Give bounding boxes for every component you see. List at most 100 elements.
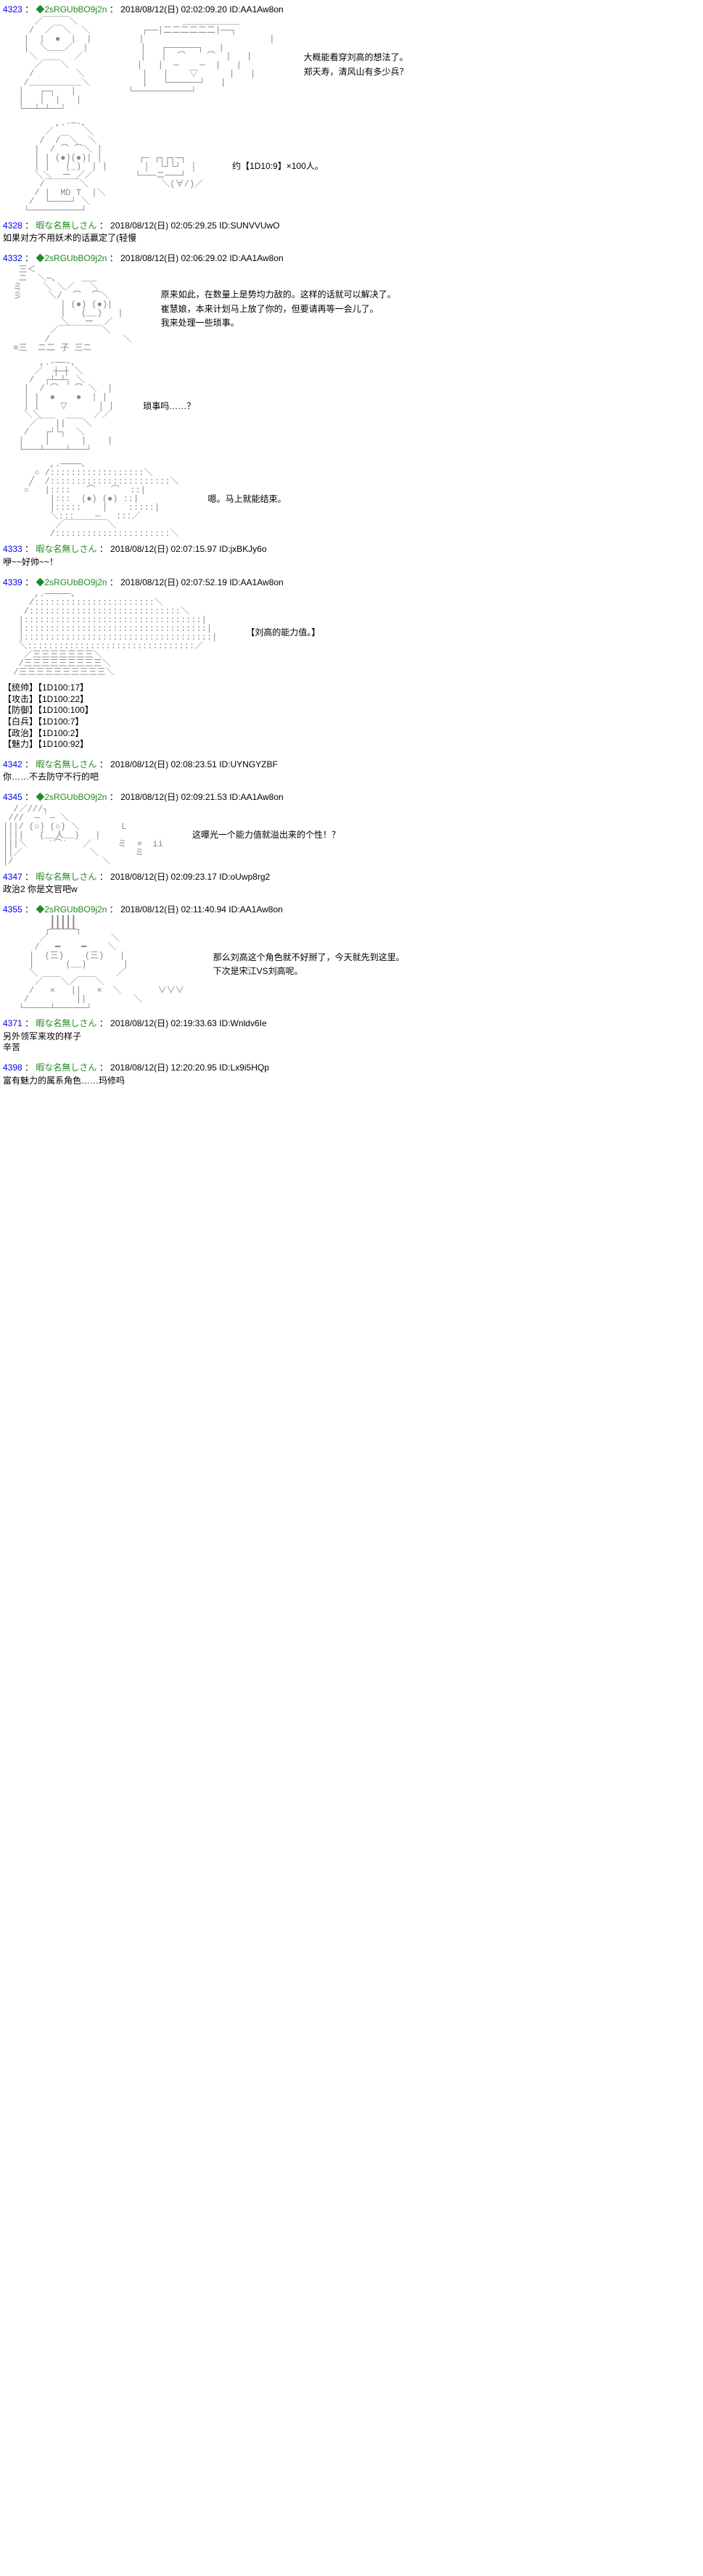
comment-line: 如果对方不用妖术的话赢定了(轻慢: [3, 233, 703, 244]
comment-line: 【防御】【1D100:100】: [3, 705, 703, 717]
dialogue-line: 那么刘高这个角色就不好掰了，今天就先到这里。: [213, 952, 405, 964]
comment-line: 辛苦: [3, 1042, 703, 1054]
comment-text: 富有魅力的属系角色……玛修吗: [3, 1076, 703, 1087]
post-header: 4342 ： 暇な名無しさん ： 2018/08/12(日) 02:08:23.…: [3, 759, 703, 771]
post-header: 4398 ： 暇な名無しさん ： 2018/08/12(日) 12:20:20.…: [3, 1062, 703, 1074]
dialogue-text: 约【1D10:9】×100人。: [232, 158, 324, 176]
dialogue-text: 【刘高的能力值。】: [246, 624, 320, 642]
comment-line: 咿~~好帅~~！: [3, 557, 703, 569]
post-header: 4323 ： ◆2sRGUbBO9j2n ： 2018/08/12(日) 02:…: [3, 4, 703, 16]
tripcode: ◆2sRGUbBO9j2n: [36, 577, 107, 587]
content-row: ,.─────、 /:::::::::::::::::::::::＼ /::::…: [3, 590, 703, 677]
ascii-art: 三＜ ニ ＼─、 ___ ミ ＼ ＼／ ＼ 彡 ＼/ ⌒ ⌒＼ | (●) (●…: [3, 265, 132, 352]
post-meta: ： 2018/08/12(日) 02:02:09.20 ID:AA1Aw8on: [107, 4, 283, 15]
content-row: ,.-──-、 ／ ┼─┼ ＼ / ┌┴─┴┐ ＼ | / ⌒ ⌒ ＼ | | …: [3, 358, 703, 454]
post-meta: ： 2018/08/12(日) 02:11:40.94 ID:AA1Aw8on: [107, 904, 282, 915]
poster-name: 暇な名無しさん: [36, 1062, 96, 1073]
dialogue-line: 【刘高的能力值。】: [246, 627, 320, 639]
poster-name: 暇な名無しさん: [36, 872, 96, 882]
comment-line: 富有魅力的属系角色……玛修吗: [3, 1076, 703, 1087]
post-number: 4339: [3, 577, 22, 587]
post-number: 4342: [3, 759, 22, 769]
ascii-art: ┃┃┃┃┃ ┌┸┸┸┸┸┐ ／ ＼ / ━ ━ ＼ | (三) (三) | | …: [3, 917, 184, 1012]
post-meta: ： 2018/08/12(日) 02:09:23.17 ID:oUwp8rg2: [96, 872, 270, 882]
ascii-art: ／￣￣￣＼ ___________ / ／￣＼ ＼ ┌──|二二二二二二|──┐…: [3, 17, 274, 113]
comment-line: 【攻击】【1D100:22】: [3, 694, 703, 706]
comment-line: 另外领军来攻的样子: [3, 1031, 703, 1043]
dialogue-line: 这曝光一个能力值就溢出来的个性！？: [192, 830, 340, 841]
post-number: 4323: [3, 4, 22, 15]
post-number: 4355: [3, 904, 22, 915]
comment-line: 【统帅】【1D100:17】: [3, 682, 703, 694]
post-meta: ： 2018/08/12(日) 02:07:15.97 ID:jxBKJy6o: [96, 544, 266, 554]
post-header: 4355 ： ◆2sRGUbBO9j2n ： 2018/08/12(日) 02:…: [3, 904, 703, 916]
comment-text: 你……不去防守不行的吧: [3, 772, 703, 783]
post-header: 4332 ： ◆2sRGUbBO9j2n ： 2018/08/12(日) 02:…: [3, 253, 703, 265]
comment-text: 政治2 你是文官吧w: [3, 884, 703, 896]
content-row: ┃┃┃┃┃ ┌┸┸┸┸┸┐ ／ ＼ / ━ ━ ＼ | (三) (三) | | …: [3, 917, 703, 1012]
comment-text: 咿~~好帅~~！: [3, 557, 703, 569]
dialogue-line: 琐事吗……？: [143, 401, 195, 413]
poster-name: 暇な名無しさん: [36, 544, 96, 554]
post-meta: ： 2018/08/12(日) 02:09:21.53 ID:AA1Aw8on: [107, 792, 283, 802]
post-meta: ： 2018/08/12(日) 02:07:52.19 ID:AA1Aw8on: [107, 577, 283, 587]
dialogue-line: 约【1D10:9】×100人。: [232, 161, 324, 173]
dialogue-text: 那么刘高这个角色就不好掰了，今天就先到这里。下次是宋江VS刘高呢。: [213, 949, 405, 981]
comment-line: 你……不去防守不行的吧: [3, 772, 703, 783]
dialogue-line: 崔慧娘，本来计划马上放了你的，但要请再等一会儿了。: [161, 304, 396, 315]
post-header: 4347 ： 暇な名無しさん ： 2018/08/12(日) 02:09:23.…: [3, 872, 703, 883]
post-header: 4345 ： ◆2sRGUbBO9j2n ： 2018/08/12(日) 02:…: [3, 792, 703, 804]
content-row: ／￣￣￣＼ ___________ / ／￣＼ ＼ ┌──|二二二二二二|──┐…: [3, 17, 703, 113]
comment-line: 【政治】【1D100:2】: [3, 728, 703, 740]
tripcode: ◆2sRGUbBO9j2n: [36, 4, 107, 15]
dialogue-line: 嗯。马上就能结束。: [207, 494, 286, 505]
ascii-art: ,.────、 ○ /::::::::::::::::::＼ ╱ /::::::…: [3, 460, 178, 538]
poster-name: 暇な名無しさん: [36, 1018, 96, 1028]
post-number: 4371: [3, 1018, 22, 1028]
dialogue-text: 这曝光一个能力值就溢出来的个性！？: [192, 827, 340, 844]
dialogue-line: 大概能看穿刘高的想法了。: [303, 52, 408, 64]
post-number: 4398: [3, 1062, 22, 1073]
ascii-art: ,.─────、 /:::::::::::::::::::::::＼ /::::…: [3, 590, 217, 677]
dialogue-line: 我来处理一些琐事。: [161, 318, 396, 329]
content-row: ,.-─-、 ／ ＼ / /￣＼ ＼ | / ⌒ ⌒＼ | | | (●)(●)…: [3, 119, 703, 215]
post-meta: ： 2018/08/12(日) 02:08:23.51 ID:UYNGYZBF: [96, 759, 277, 769]
comment-text: 【统帅】【1D100:17】【攻击】【1D100:22】【防御】【1D100:1…: [3, 682, 703, 751]
poster-name: 暇な名無しさん: [36, 220, 96, 231]
post-meta: ： 2018/08/12(日) 02:06:29.02 ID:AA1Aw8on: [107, 253, 283, 263]
content-row: 三＜ ニ ＼─、 ___ ミ ＼ ＼／ ＼ 彡 ＼/ ⌒ ⌒＼ | (●) (●…: [3, 265, 703, 352]
dialogue-line: 郑天寿，清风山有多少兵？: [303, 67, 408, 78]
post-number: 4332: [3, 253, 22, 263]
poster-name: 暇な名無しさん: [36, 759, 96, 769]
post-header: 4371 ： 暇な名無しさん ： 2018/08/12(日) 02:19:33.…: [3, 1018, 703, 1030]
post-header: 4328 ： 暇な名無しさん ： 2018/08/12(日) 02:05:29.…: [3, 220, 703, 232]
post-meta: ： 2018/08/12(日) 02:05:29.25 ID:SUNVVUwO: [96, 220, 279, 231]
ascii-art: /／///┐ /// ─ ─ ＼ |||/ (○) (○) ＼ L |||| (…: [3, 805, 163, 866]
post-number: 4345: [3, 792, 22, 802]
ascii-art: ,.-─-、 ／ ＼ / /￣＼ ＼ | / ⌒ ⌒＼ | | | (●)(●)…: [3, 119, 203, 215]
ascii-art: ,.-──-、 ／ ┼─┼ ＼ / ┌┴─┴┐ ＼ | / ⌒ ⌒ ＼ | | …: [3, 358, 114, 454]
content-row: /／///┐ /// ─ ─ ＼ |||/ (○) (○) ＼ L |||| (…: [3, 805, 703, 866]
post-meta: ： 2018/08/12(日) 02:19:33.63 ID:Wnldv6Ie: [96, 1018, 266, 1028]
dialogue-text: 原来如此，在数量上是势均力敌的。这样的话就可以解决了。崔慧娘，本来计划马上放了你…: [161, 286, 396, 332]
post-header: 4339 ： ◆2sRGUbBO9j2n ： 2018/08/12(日) 02:…: [3, 577, 703, 589]
tripcode: ◆2sRGUbBO9j2n: [36, 792, 107, 802]
comment-line: 【白兵】【1D100:7】: [3, 717, 703, 728]
dialogue-line: 原来如此，在数量上是势均力敌的。这样的话就可以解决了。: [161, 289, 396, 301]
dialogue-text: 大概能看穿刘高的想法了。郑天寿，清风山有多少兵？: [303, 49, 408, 80]
post-meta: ： 2018/08/12(日) 12:20:20.95 ID:Lx9i5HQp: [96, 1062, 268, 1073]
post-number: 4347: [3, 872, 22, 882]
comment-text: 如果对方不用妖术的话赢定了(轻慢: [3, 233, 703, 244]
dialogue-line: 下次是宋江VS刘高呢。: [213, 966, 405, 978]
tripcode: ◆2sRGUbBO9j2n: [36, 253, 107, 263]
comment-text: 另外领军来攻的样子辛苦: [3, 1031, 703, 1054]
dialogue-text: 琐事吗……？: [143, 398, 195, 416]
comment-line: 【魅力】【1D100:92】: [3, 739, 703, 751]
tripcode: ◆2sRGUbBO9j2n: [36, 904, 107, 915]
post-header: 4333 ： 暇な名無しさん ： 2018/08/12(日) 02:07:15.…: [3, 544, 703, 556]
dialogue-text: 嗯。马上就能结束。: [207, 491, 286, 508]
content-row: ,.────、 ○ /::::::::::::::::::＼ ╱ /::::::…: [3, 460, 703, 538]
comment-line: 政治2 你是文官吧w: [3, 884, 703, 896]
post-number: 4333: [3, 544, 22, 554]
post-number: 4328: [3, 220, 22, 231]
